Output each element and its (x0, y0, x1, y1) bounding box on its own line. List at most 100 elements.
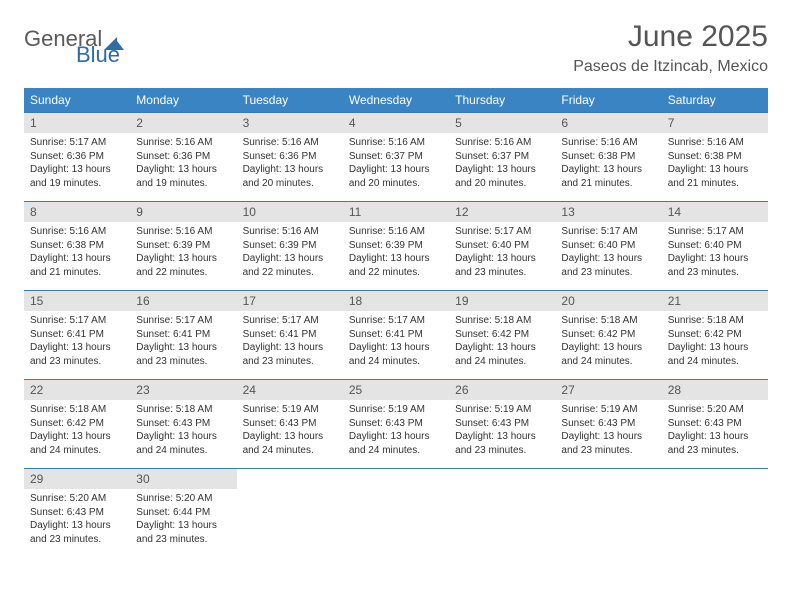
day-content: Sunrise: 5:17 AMSunset: 6:41 PMDaylight:… (237, 314, 343, 368)
daylight-text: Daylight: 13 hours and 23 minutes. (136, 519, 230, 546)
day-number: 15 (24, 291, 130, 311)
day-number: 30 (130, 469, 236, 489)
logo: GeneralBlue (24, 28, 124, 66)
day-content: Sunrise: 5:17 AMSunset: 6:40 PMDaylight:… (449, 225, 555, 279)
weekday-wednesday: Wednesday (343, 88, 449, 112)
daylight-text: Daylight: 13 hours and 21 minutes. (30, 252, 124, 279)
day-number: 19 (449, 291, 555, 311)
sunset-text: Sunset: 6:36 PM (136, 150, 230, 164)
day-number: 8 (24, 202, 130, 222)
day-cell: 2Sunrise: 5:16 AMSunset: 6:36 PMDaylight… (130, 113, 236, 201)
daylight-text: Daylight: 13 hours and 24 minutes. (349, 430, 443, 457)
day-content: Sunrise: 5:17 AMSunset: 6:40 PMDaylight:… (662, 225, 768, 279)
sunrise-text: Sunrise: 5:18 AM (668, 314, 762, 328)
sunrise-text: Sunrise: 5:16 AM (243, 225, 337, 239)
daylight-text: Daylight: 13 hours and 24 minutes. (30, 430, 124, 457)
location: Paseos de Itzincab, Mexico (573, 58, 768, 76)
day-number: 7 (662, 113, 768, 133)
sunrise-text: Sunrise: 5:17 AM (349, 314, 443, 328)
sunrise-text: Sunrise: 5:16 AM (455, 136, 549, 150)
sunrise-text: Sunrise: 5:17 AM (30, 314, 124, 328)
calendar: Sunday Monday Tuesday Wednesday Thursday… (24, 88, 768, 557)
sunset-text: Sunset: 6:41 PM (349, 328, 443, 342)
sunrise-text: Sunrise: 5:17 AM (561, 225, 655, 239)
day-cell: 1 Sunrise: 5:17 AMSunset: 6:36 PMDaylight… (24, 113, 130, 201)
day-content: Sunrise: 5:16 AMSunset: 6:38 PMDaylight:… (662, 136, 768, 190)
sunrise-text: Sunrise: 5:16 AM (668, 136, 762, 150)
sunset-text: Sunset: 6:38 PM (561, 150, 655, 164)
weekday-sunday: Sunday (24, 88, 130, 112)
daylight-text: Daylight: 13 hours and 23 minutes. (136, 341, 230, 368)
daylight-text: Daylight: 13 hours and 20 minutes. (243, 163, 337, 190)
day-cell: 29Sunrise: 5:20 AMSunset: 6:43 PMDayligh… (24, 469, 130, 557)
daylight-text: Daylight: 13 hours and 23 minutes. (455, 252, 549, 279)
weekday-friday: Friday (555, 88, 661, 112)
week-row: 22Sunrise: 5:18 AMSunset: 6:42 PMDayligh… (24, 379, 768, 468)
daylight-text: Daylight: 13 hours and 23 minutes. (30, 341, 124, 368)
sunset-text: Sunset: 6:41 PM (243, 328, 337, 342)
sunset-text: Sunset: 6:44 PM (136, 506, 230, 520)
day-cell: 8 Sunrise: 5:16 AMSunset: 6:38 PMDaylight… (24, 202, 130, 290)
sunrise-text: Sunrise: 5:16 AM (349, 225, 443, 239)
day-number: 14 (662, 202, 768, 222)
day-number: 24 (237, 380, 343, 400)
day-content: Sunrise: 5:16 AMSunset: 6:37 PMDaylight:… (343, 136, 449, 190)
day-cell: 25Sunrise: 5:19 AMSunset: 6:43 PMDayligh… (343, 380, 449, 468)
sunrise-text: Sunrise: 5:18 AM (30, 403, 124, 417)
day-number: 10 (237, 202, 343, 222)
day-content: Sunrise: 5:19 AMSunset: 6:43 PMDaylight:… (555, 403, 661, 457)
daylight-text: Daylight: 13 hours and 24 minutes. (455, 341, 549, 368)
sunrise-text: Sunrise: 5:19 AM (561, 403, 655, 417)
day-cell: 20Sunrise: 5:18 AMSunset: 6:42 PMDayligh… (555, 291, 661, 379)
day-content: Sunrise: 5:19 AMSunset: 6:43 PMDaylight:… (343, 403, 449, 457)
day-content: Sunrise: 5:17 AMSunset: 6:40 PMDaylight:… (555, 225, 661, 279)
day-content: Sunrise: 5:19 AMSunset: 6:43 PMDaylight:… (449, 403, 555, 457)
day-cell: 18Sunrise: 5:17 AMSunset: 6:41 PMDayligh… (343, 291, 449, 379)
sunset-text: Sunset: 6:37 PM (455, 150, 549, 164)
day-cell: 21Sunrise: 5:18 AMSunset: 6:42 PMDayligh… (662, 291, 768, 379)
day-content: Sunrise: 5:17 AMSunset: 6:36 PMDaylight:… (24, 136, 130, 190)
day-content: Sunrise: 5:20 AMSunset: 6:44 PMDaylight:… (130, 492, 236, 546)
day-content: Sunrise: 5:16 AMSunset: 6:39 PMDaylight:… (343, 225, 449, 279)
sunset-text: Sunset: 6:40 PM (561, 239, 655, 253)
daylight-text: Daylight: 13 hours and 23 minutes. (561, 430, 655, 457)
day-content: Sunrise: 5:16 AMSunset: 6:38 PMDaylight:… (24, 225, 130, 279)
day-cell: 13 Sunrise: 5:17 AMSunset: 6:40 PMDayligh… (555, 202, 661, 290)
day-number: 1 (24, 113, 130, 133)
sunrise-text: Sunrise: 5:19 AM (455, 403, 549, 417)
day-cell: 17Sunrise: 5:17 AMSunset: 6:41 PMDayligh… (237, 291, 343, 379)
weeks-container: 1Sunrise: 5:17 AMSunset: 6:36 PMDaylight… (24, 112, 768, 557)
daylight-text: Daylight: 13 hours and 19 minutes. (136, 163, 230, 190)
day-cell: 28Sunrise: 5:20 AMSunset: 6:43 PMDayligh… (662, 380, 768, 468)
sunrise-text: Sunrise: 5:16 AM (349, 136, 443, 150)
day-content: Sunrise: 5:18 AMSunset: 6:43 PMDaylight:… (130, 403, 236, 457)
sunrise-text: Sunrise: 5:20 AM (668, 403, 762, 417)
weekday-header-row: Sunday Monday Tuesday Wednesday Thursday… (24, 88, 768, 112)
sunset-text: Sunset: 6:42 PM (30, 417, 124, 431)
sunset-text: Sunset: 6:43 PM (349, 417, 443, 431)
daylight-text: Daylight: 13 hours and 23 minutes. (668, 430, 762, 457)
sunset-text: Sunset: 6:42 PM (561, 328, 655, 342)
daylight-text: Daylight: 13 hours and 23 minutes. (455, 430, 549, 457)
weekday-monday: Monday (130, 88, 236, 112)
sunrise-text: Sunrise: 5:16 AM (136, 136, 230, 150)
day-number: 9 (130, 202, 236, 222)
sunrise-text: Sunrise: 5:17 AM (136, 314, 230, 328)
week-row: 15Sunrise: 5:17 AMSunset: 6:41 PMDayligh… (24, 290, 768, 379)
daylight-text: Daylight: 13 hours and 22 minutes. (136, 252, 230, 279)
day-content: Sunrise: 5:16 AMSunset: 6:36 PMDaylight:… (237, 136, 343, 190)
daylight-text: Daylight: 13 hours and 23 minutes. (30, 519, 124, 546)
daylight-text: Daylight: 13 hours and 23 minutes. (561, 252, 655, 279)
day-number: 13 (555, 202, 661, 222)
sunset-text: Sunset: 6:43 PM (561, 417, 655, 431)
empty-cell (662, 469, 768, 557)
sunset-text: Sunset: 6:38 PM (668, 150, 762, 164)
day-number: 16 (130, 291, 236, 311)
sunrise-text: Sunrise: 5:18 AM (561, 314, 655, 328)
sunrise-text: Sunrise: 5:16 AM (243, 136, 337, 150)
day-cell: 12Sunrise: 5:17 AMSunset: 6:40 PMDayligh… (449, 202, 555, 290)
day-content: Sunrise: 5:16 AMSunset: 6:39 PMDaylight:… (130, 225, 236, 279)
day-number: 26 (449, 380, 555, 400)
day-cell: 30 Sunrise: 5:20 AMSunset: 6:44 PMDayligh… (130, 469, 236, 557)
sunset-text: Sunset: 6:40 PM (455, 239, 549, 253)
